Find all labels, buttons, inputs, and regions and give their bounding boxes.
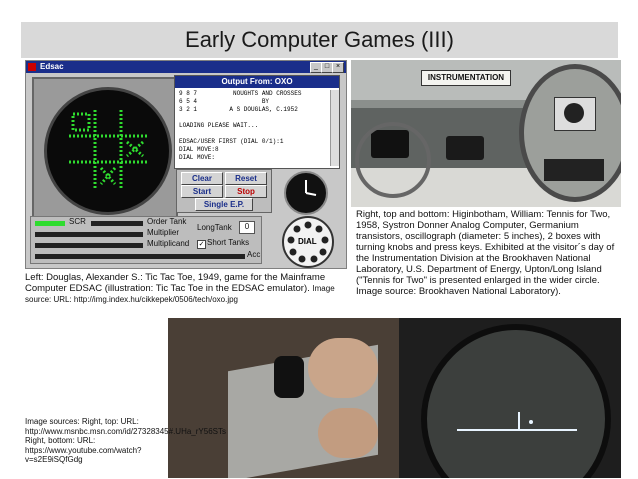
stop-button[interactable]: Stop xyxy=(225,185,267,198)
tennis-for-two-exhibit-photo: INSTRUMENTATION xyxy=(351,60,621,207)
output-line: 3 2 1 A S DOUGLAS, C.1952 xyxy=(179,106,298,113)
output-line: DIAL MOVE:8 xyxy=(179,146,219,153)
edsac-titlebar: Edsac _ □ × xyxy=(26,61,346,73)
close-icon[interactable]: × xyxy=(332,62,344,73)
dial-holes-icon xyxy=(287,221,329,263)
clear-button[interactable]: Clear xyxy=(181,172,223,185)
order-tank-bar xyxy=(91,221,143,226)
tic-tac-toe-board xyxy=(69,110,147,190)
crt-display-frame xyxy=(32,77,178,221)
tennis-court-trace xyxy=(457,412,577,431)
long-tank-input[interactable]: 0 xyxy=(239,221,255,234)
edsac-window-title: Edsac xyxy=(40,62,64,71)
clock-icon xyxy=(284,171,328,215)
image-sources-caption: Image sources: Right, top: URL: http://w… xyxy=(25,417,226,464)
tennis-oscilloscope-photo xyxy=(399,318,621,478)
register-panel: SCR Order Tank Multiplier Multiplicand A… xyxy=(30,216,262,264)
left-caption: Left: Douglas, Alexander S.: Tic Tac Toe… xyxy=(25,272,345,305)
crt-display xyxy=(44,87,172,215)
reset-button[interactable]: Reset xyxy=(225,172,267,185)
edsac-emulator-screenshot: Edsac _ □ × Output From: OXO 9 8 7 xyxy=(25,60,347,269)
oscilloscope-screen xyxy=(564,103,584,123)
output-line: LOADING PLEASE WAIT... xyxy=(179,122,259,129)
order-tank-label: Order Tank xyxy=(147,217,187,226)
output-panel: Output From: OXO 9 8 7 NOUGHTS AND CROSS… xyxy=(174,75,340,169)
right-caption: Right, top and bottom: Higinbotham, Will… xyxy=(356,209,615,297)
scr-label: SCR xyxy=(69,217,86,226)
output-line: DIAL MOVE: xyxy=(179,154,216,161)
game-box xyxy=(544,159,604,181)
highlight-circle xyxy=(355,122,431,198)
rotary-dial[interactable]: DIAL xyxy=(282,216,334,268)
output-line: 6 5 4 BY xyxy=(179,98,270,105)
multiplier-label: Multiplier xyxy=(147,228,180,237)
single-ep-button[interactable]: Single E.P. xyxy=(195,198,253,211)
long-tank-label: LongTank xyxy=(197,223,232,232)
output-line: 9 8 7 NOUGHTS AND CROSSES xyxy=(179,90,302,97)
slide-title-bar: Early Computer Games (III) xyxy=(21,22,618,58)
output-scrollbar[interactable] xyxy=(330,90,339,166)
left-caption-main: Left: Douglas, Alexander S.: Tic Tac Toe… xyxy=(25,272,326,294)
controller-knob xyxy=(274,356,304,398)
multiplier-bar xyxy=(35,232,143,237)
short-tanks-checkbox[interactable]: ✓ xyxy=(197,240,206,249)
instrumentation-sign: INSTRUMENTATION xyxy=(421,70,511,86)
hand xyxy=(318,408,378,458)
start-button[interactable]: Start xyxy=(181,185,223,198)
multiplicand-label: Multiplicand xyxy=(147,239,190,248)
hand xyxy=(308,338,378,398)
acc-label: Acc xyxy=(247,250,261,259)
control-box xyxy=(446,136,484,160)
output-header: Output From: OXO xyxy=(175,76,339,88)
enlarged-circle xyxy=(519,64,621,202)
app-icon xyxy=(28,63,36,71)
multiplicand-bar xyxy=(35,243,143,248)
oscilloscope-screen xyxy=(421,324,611,478)
short-tanks-label: Short Tanks xyxy=(207,238,250,247)
dial-label: DIAL xyxy=(298,237,317,246)
scr-indicator xyxy=(35,221,65,226)
left-caption-source: Image source: URL: http://img.index.hu/c… xyxy=(25,284,335,304)
slide-title: Early Computer Games (III) xyxy=(185,27,454,52)
acc-bar xyxy=(35,254,245,259)
output-line: EDSAC/USER FIRST (DIAL 0/1):1 xyxy=(179,138,284,145)
control-buttons: Clear Reset Start Stop Single E.P. xyxy=(176,169,272,213)
